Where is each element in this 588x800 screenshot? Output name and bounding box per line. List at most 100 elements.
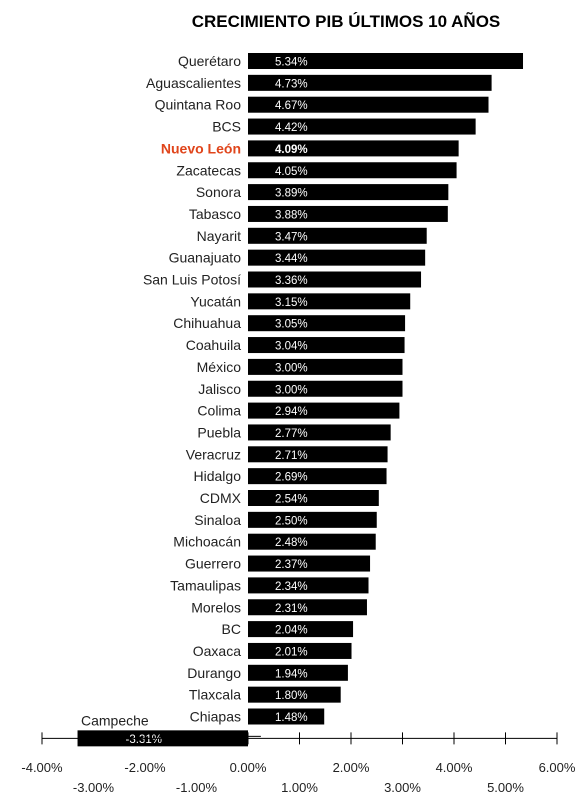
value-label-quintana-roo: 4.67%	[275, 100, 308, 112]
value-label-chiapas: 1.48%	[275, 712, 308, 724]
bar-oaxaca	[248, 642, 352, 659]
chart-title: CRECIMIENTO PIB ÚLTIMOS 10 AÑOS	[192, 11, 501, 31]
bar-coahuila	[248, 337, 405, 354]
value-label-nuevo-leon: 4.09%	[275, 144, 308, 156]
value-label-puebla: 2.77%	[275, 428, 308, 440]
category-label-guanajuato: Guanajuato	[169, 250, 242, 266]
category-label-sonora: Sonora	[196, 184, 241, 200]
value-label-bcs: 4.42%	[275, 122, 308, 134]
x-tick-label: 1.00%	[281, 780, 318, 795]
bar-durango	[248, 664, 348, 681]
bar-puebla	[248, 424, 391, 441]
value-label-guerrero: 2.37%	[275, 559, 308, 571]
value-label-michoacan: 2.48%	[275, 537, 308, 549]
value-label-hidalgo: 2.69%	[275, 472, 308, 484]
bars-group: 5.34% Querétaro 4.73% Aguascalientes 4.67% Qu…	[77, 53, 524, 747]
category-label-tamaulipas: Tamaulipas	[170, 577, 241, 593]
category-label-bcs: BCS	[212, 119, 241, 135]
category-label-tlaxcala: Tlaxcala	[189, 687, 241, 703]
bar-quintana-roo	[248, 96, 489, 113]
x-tick-label: 3.00%	[384, 780, 421, 795]
bar-nayarit	[248, 227, 427, 244]
category-label-cdmx: CDMX	[200, 490, 242, 506]
category-label-nayarit: Nayarit	[197, 228, 241, 244]
category-label-michoacan: Michoacán	[173, 534, 241, 550]
value-label-aguascalientes: 4.73%	[275, 78, 308, 90]
bar-michoacan	[248, 533, 376, 550]
value-label-tamaulipas: 2.34%	[275, 581, 308, 593]
category-label-zacatecas: Zacatecas	[176, 162, 241, 178]
bar-nuevo-leon	[248, 140, 459, 157]
category-label-queretaro: Querétaro	[178, 53, 241, 69]
value-label-colima: 2.94%	[275, 406, 308, 418]
category-label-colima: Colima	[197, 403, 241, 419]
value-label-mexico: 3.00%	[275, 362, 308, 374]
x-tick-label: -1.00%	[176, 780, 218, 795]
bar-bcs	[248, 118, 476, 135]
value-label-zacatecas: 4.05%	[275, 166, 308, 178]
value-label-campeche: -3.31%	[126, 734, 162, 746]
category-label-chihuahua: Chihuahua	[173, 315, 241, 331]
bar-tlaxcala	[248, 686, 341, 703]
bar-zacatecas	[248, 162, 457, 179]
bar-queretaro	[248, 53, 524, 69]
category-label-jalisco: Jalisco	[198, 381, 241, 397]
x-axis: -4.00% -2.00% 0.00% 2.00% 4.00% 6.00% -3.00% -1…	[21, 732, 576, 795]
category-label-yucatan: Yucatán	[190, 293, 241, 309]
value-label-jalisco: 3.00%	[275, 384, 308, 396]
x-tick-label: -4.00%	[21, 760, 63, 775]
value-label-sinaloa: 2.50%	[275, 515, 308, 527]
value-label-bc: 2.04%	[275, 625, 308, 637]
bar-chihuahua	[248, 315, 406, 332]
value-label-cdmx: 2.54%	[275, 494, 308, 506]
bar-hidalgo	[248, 468, 387, 485]
category-label-guerrero: Guerrero	[185, 556, 241, 572]
bar-yucatan	[248, 293, 411, 310]
x-tick-label: -2.00%	[124, 760, 166, 775]
bar-aguascalientes	[248, 74, 492, 91]
x-tick-label: 4.00%	[436, 760, 473, 775]
x-tick-label: -3.00%	[73, 780, 115, 795]
category-label-campeche: Campeche	[81, 712, 149, 728]
bar-chiapas	[248, 708, 325, 725]
bar-morelos	[248, 599, 367, 616]
category-label-quintana-roo: Quintana Roo	[155, 97, 242, 113]
value-label-durango: 1.94%	[275, 668, 308, 680]
value-label-chihuahua: 3.05%	[275, 319, 308, 331]
value-label-sonora: 3.89%	[275, 188, 308, 200]
value-label-morelos: 2.31%	[275, 603, 308, 615]
bar-mexico	[248, 358, 403, 375]
category-label-tabasco: Tabasco	[189, 206, 241, 222]
bar-guanajuato	[248, 249, 426, 266]
category-label-mexico: México	[197, 359, 242, 375]
value-label-guanajuato: 3.44%	[275, 253, 308, 265]
bar-bc	[248, 621, 354, 638]
x-tick-label: 0.00%	[230, 760, 267, 775]
bar-jalisco	[248, 380, 403, 397]
value-label-coahuila: 3.04%	[275, 341, 308, 353]
category-label-oaxaca: Oaxaca	[193, 643, 241, 659]
value-label-yucatan: 3.15%	[275, 297, 308, 309]
value-label-veracruz: 2.71%	[275, 450, 308, 462]
category-label-sinaloa: Sinaloa	[194, 512, 241, 528]
value-label-nayarit: 3.47%	[275, 231, 308, 243]
category-label-morelos: Morelos	[191, 599, 241, 615]
x-tick-label: 6.00%	[539, 760, 576, 775]
category-label-san-luis-potosi: San Luis Potosí	[143, 272, 241, 288]
bar-colima	[248, 402, 400, 419]
bar-tamaulipas	[248, 577, 369, 594]
value-label-tlaxcala: 1.80%	[275, 690, 308, 702]
category-label-durango: Durango	[187, 665, 241, 681]
category-label-bc: BC	[222, 621, 241, 637]
category-label-hidalgo: Hidalgo	[194, 468, 242, 484]
category-label-aguascalientes: Aguascalientes	[146, 75, 241, 91]
x-tick-label: 2.00%	[333, 760, 370, 775]
bar-sonora	[248, 184, 449, 201]
category-label-chiapas: Chiapas	[190, 709, 241, 725]
value-label-tabasco: 3.88%	[275, 209, 308, 221]
bar-veracruz	[248, 446, 388, 463]
category-label-puebla: Puebla	[197, 424, 241, 440]
value-label-queretaro: 5.34%	[275, 57, 308, 69]
bar-cdmx	[248, 490, 379, 506]
